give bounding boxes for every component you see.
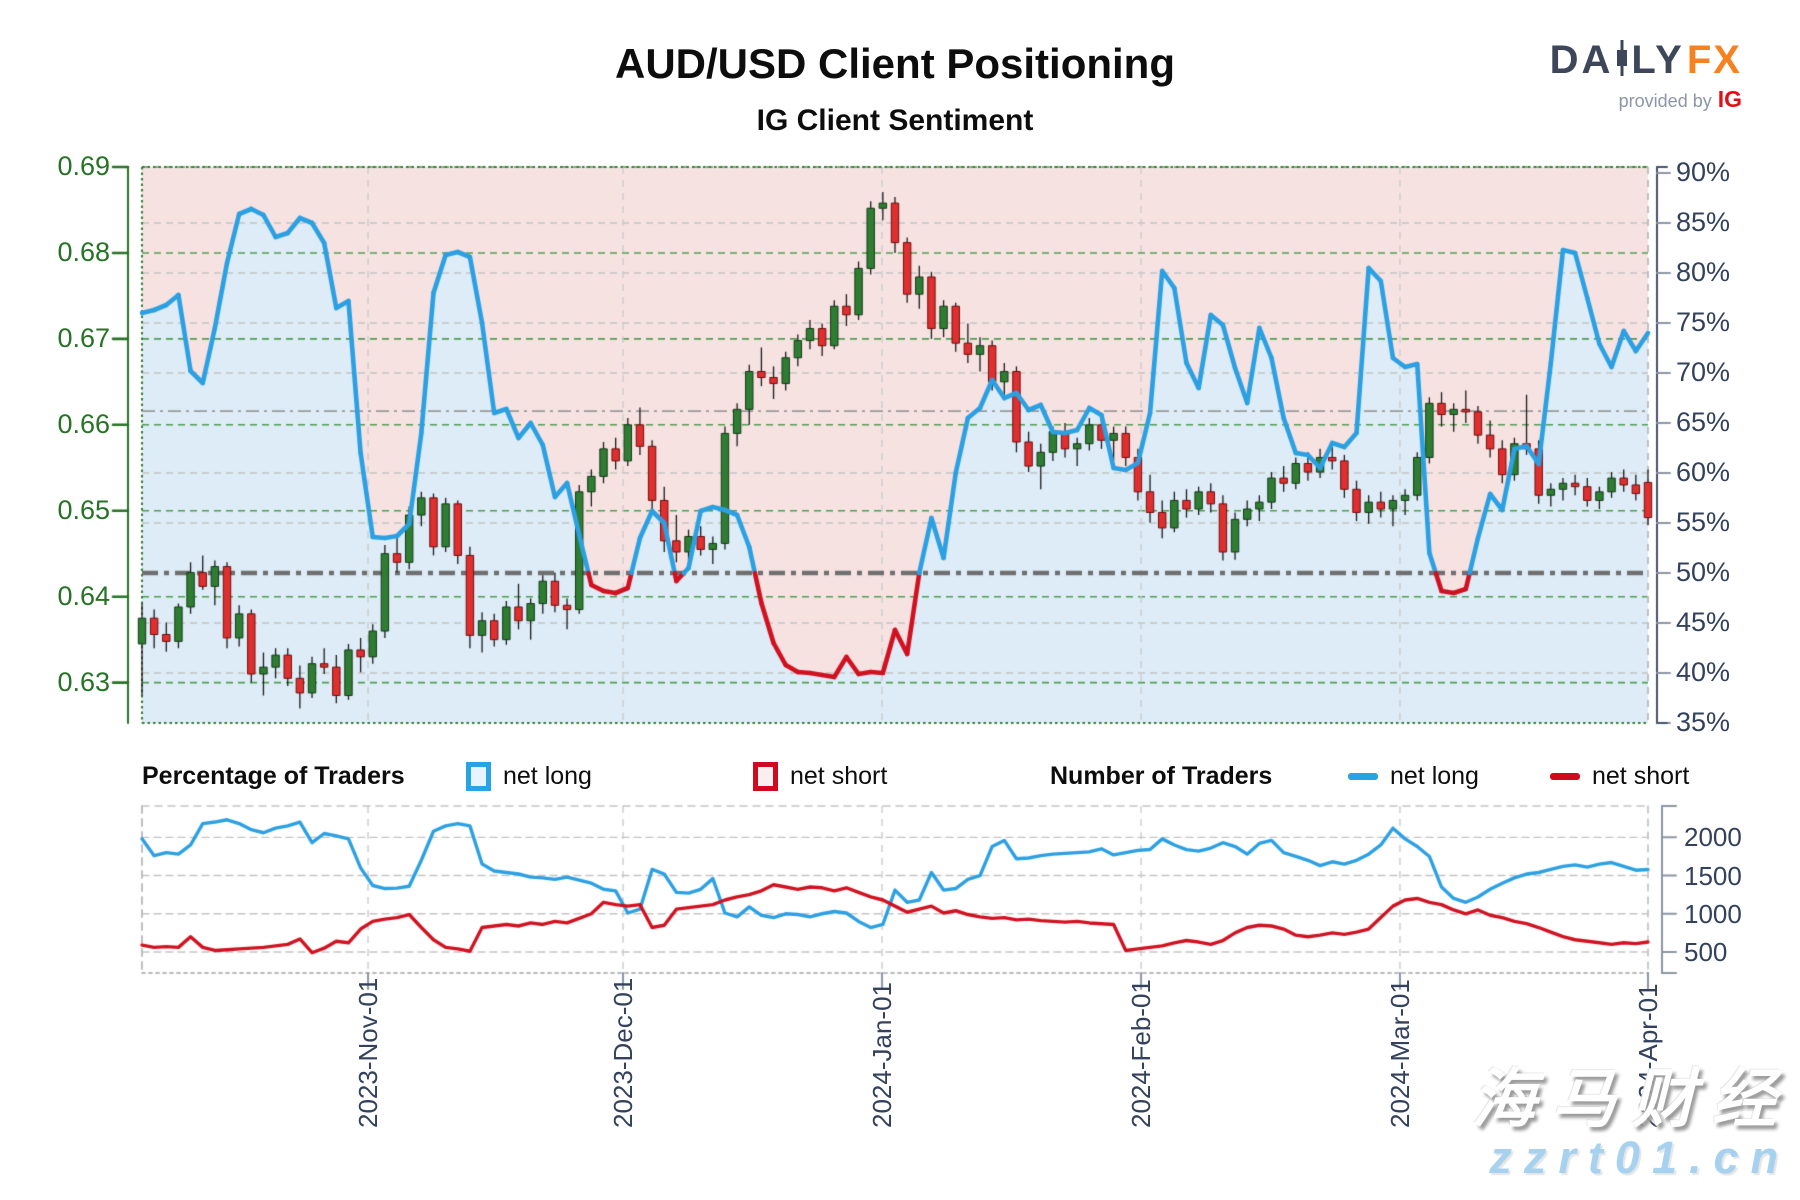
price-axis-label: 0.64 xyxy=(57,580,110,611)
date-axis-label: 2024-Jan-01 xyxy=(867,982,898,1128)
pct-axis-label: 55% xyxy=(1676,507,1731,537)
legend-percentage-header: Percentage of Traders xyxy=(142,760,405,792)
watermark-site-name: 海马财经 xyxy=(1472,1063,1792,1135)
logo-text-da: DA xyxy=(1549,38,1614,82)
dailyfx-logo: DA LY FX provided by IG xyxy=(1550,38,1742,113)
pct-axis-label: 70% xyxy=(1676,357,1731,387)
net-long-count-label: net long xyxy=(1390,761,1479,790)
price-axis-label: 0.68 xyxy=(57,236,110,267)
net-long-dash-icon xyxy=(1348,772,1378,780)
logo-provided-by: provided by IG xyxy=(1550,86,1742,113)
dailyfx-wordmark: DA LY FX xyxy=(1550,38,1742,83)
date-axis-label: 2023-Dec-01 xyxy=(608,977,639,1128)
net-long-label: net long xyxy=(503,761,592,790)
count-axis-label: 1000 xyxy=(1684,898,1742,929)
net-short-square-icon xyxy=(753,761,778,791)
count-axis-label: 2000 xyxy=(1684,822,1742,853)
legend-count-net-long: net long xyxy=(1348,760,1479,792)
net-long-square-icon xyxy=(466,761,491,791)
pct-axis-label: 35% xyxy=(1676,707,1731,737)
pct-axis-label: 80% xyxy=(1676,257,1731,287)
net-short-count-label: net short xyxy=(1592,761,1690,790)
provided-by-text: provided by xyxy=(1618,91,1712,111)
price-axis-label: 0.69 xyxy=(57,151,110,181)
candlestick-icon xyxy=(1616,40,1628,81)
date-axis-label: 2024-Mar-01 xyxy=(1384,979,1415,1128)
page-title: AUD/USD Client Positioning xyxy=(615,40,1175,87)
legend-percentage-label: Percentage of Traders xyxy=(142,761,405,790)
legend-pct-net-short: net short xyxy=(753,760,887,792)
price-axis-label: 0.67 xyxy=(57,322,110,353)
legend-count-net-short: net short xyxy=(1550,760,1689,792)
count-axis-label: 500 xyxy=(1684,936,1728,967)
logo-text-ly: LY xyxy=(1631,38,1685,82)
net-short-label: net short xyxy=(790,761,888,790)
chart-title: IG Client Sentiment xyxy=(756,104,1034,137)
pct-axis-label: 75% xyxy=(1676,307,1731,337)
pct-axis-label: 40% xyxy=(1676,657,1731,687)
legend-number-header: Number of Traders xyxy=(1050,760,1272,792)
price-axis-label: 0.66 xyxy=(57,408,110,439)
pct-axis-label: 60% xyxy=(1676,457,1731,487)
net-short-dash-icon xyxy=(1550,772,1580,780)
watermark-site-url: zzrt01.cn xyxy=(1489,1132,1790,1183)
legend-number-label: Number of Traders xyxy=(1050,761,1273,790)
date-axis-label: 2023-Nov-01 xyxy=(353,977,384,1128)
legend-pct-net-long: net long xyxy=(466,760,592,792)
date-axis-label: 2024-Feb-01 xyxy=(1126,979,1157,1128)
ig-logo: IG xyxy=(1717,86,1742,112)
pct-axis-label: 85% xyxy=(1676,207,1731,237)
price-axis-label: 0.63 xyxy=(57,666,110,697)
pct-axis-label: 50% xyxy=(1676,557,1731,587)
logo-text-fx: FX xyxy=(1686,38,1742,82)
price-axis-label: 0.65 xyxy=(57,494,110,525)
pct-axis-label: 90% xyxy=(1676,157,1731,187)
count-axis-label: 1500 xyxy=(1684,860,1742,891)
pct-axis-label: 45% xyxy=(1676,607,1731,637)
pct-axis-label: 65% xyxy=(1676,407,1731,437)
